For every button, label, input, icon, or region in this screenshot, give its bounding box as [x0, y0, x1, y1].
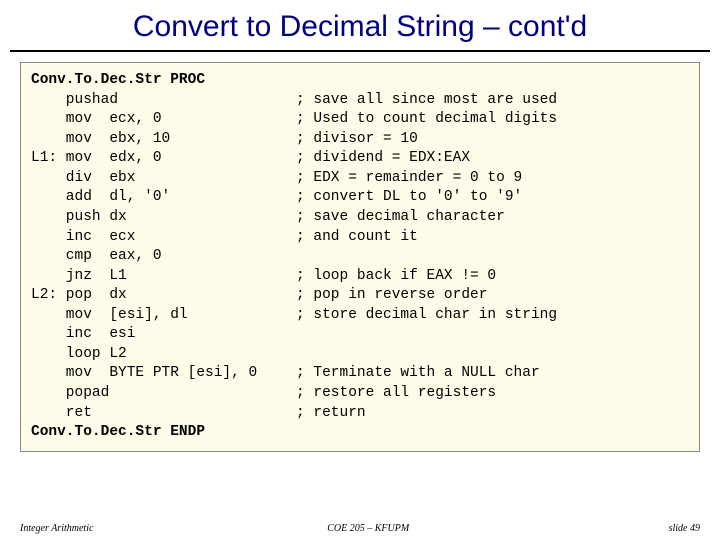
code-line: mov BYTE PTR [esi], 0; Terminate with a … — [31, 364, 689, 384]
code-line: cmp eax, 0 — [31, 247, 689, 267]
code-instruction: popad — [31, 384, 296, 404]
code-line: mov [esi], dl; store decimal char in str… — [31, 306, 689, 326]
code-comment: ; Terminate with a NULL char — [296, 364, 689, 384]
code-line: Conv.To.Dec.Str PROC — [31, 71, 689, 91]
code-line: Conv.To.Dec.Str ENDP — [31, 423, 689, 443]
code-comment: ; convert DL to '0' to '9' — [296, 188, 689, 208]
code-instruction: push dx — [31, 208, 296, 228]
code-line: pushad; save all since most are used — [31, 91, 689, 111]
code-instruction: Conv.To.Dec.Str PROC — [31, 71, 296, 91]
code-instruction: jnz L1 — [31, 267, 296, 287]
code-instruction: Conv.To.Dec.Str ENDP — [31, 423, 296, 443]
code-line: L2: pop dx; pop in reverse order — [31, 286, 689, 306]
code-comment: ; EDX = remainder = 0 to 9 — [296, 169, 689, 189]
footer-right: slide 49 — [669, 523, 700, 534]
code-instruction: mov ebx, 10 — [31, 130, 296, 150]
code-comment: ; save all since most are used — [296, 91, 689, 111]
code-comment — [296, 345, 689, 365]
code-instruction: L1: mov edx, 0 — [31, 149, 296, 169]
code-comment: ; Used to count decimal digits — [296, 110, 689, 130]
code-instruction: inc esi — [31, 325, 296, 345]
code-line: ret; return — [31, 404, 689, 424]
code-line: loop L2 — [31, 345, 689, 365]
code-instruction: inc ecx — [31, 228, 296, 248]
code-line: inc esi — [31, 325, 689, 345]
code-instruction: L2: pop dx — [31, 286, 296, 306]
code-comment: ; return — [296, 404, 689, 424]
code-line: inc ecx; and count it — [31, 228, 689, 248]
code-comment — [296, 247, 689, 267]
code-instruction: add dl, '0' — [31, 188, 296, 208]
code-line: popad; restore all registers — [31, 384, 689, 404]
code-line: div ebx; EDX = remainder = 0 to 9 — [31, 169, 689, 189]
code-comment — [296, 423, 689, 443]
code-instruction: cmp eax, 0 — [31, 247, 296, 267]
code-instruction: mov BYTE PTR [esi], 0 — [31, 364, 296, 384]
code-comment: ; and count it — [296, 228, 689, 248]
code-comment: ; store decimal char in string — [296, 306, 689, 326]
code-line: mov ebx, 10; divisor = 10 — [31, 130, 689, 150]
code-comment — [296, 325, 689, 345]
code-instruction: loop L2 — [31, 345, 296, 365]
code-comment: ; dividend = EDX:EAX — [296, 149, 689, 169]
code-line: jnz L1; loop back if EAX != 0 — [31, 267, 689, 287]
code-comment: ; pop in reverse order — [296, 286, 689, 306]
code-line: mov ecx, 0; Used to count decimal digits — [31, 110, 689, 130]
code-comment: ; save decimal character — [296, 208, 689, 228]
code-instruction: mov ecx, 0 — [31, 110, 296, 130]
code-instruction: ret — [31, 404, 296, 424]
code-comment — [296, 71, 689, 91]
code-block: Conv.To.Dec.Str PROC pushad; save all si… — [20, 62, 700, 452]
code-instruction: mov [esi], dl — [31, 306, 296, 326]
code-instruction: div ebx — [31, 169, 296, 189]
code-line: L1: mov edx, 0; dividend = EDX:EAX — [31, 149, 689, 169]
code-comment: ; loop back if EAX != 0 — [296, 267, 689, 287]
code-comment: ; divisor = 10 — [296, 130, 689, 150]
code-line: add dl, '0'; convert DL to '0' to '9' — [31, 188, 689, 208]
slide-title: Convert to Decimal String – cont'd — [10, 0, 710, 52]
footer-center: COE 205 – KFUPM — [327, 523, 409, 534]
code-line: push dx; save decimal character — [31, 208, 689, 228]
code-instruction: pushad — [31, 91, 296, 111]
code-comment: ; restore all registers — [296, 384, 689, 404]
footer-left: Integer Arithmetic — [20, 523, 93, 534]
footer: Integer Arithmetic COE 205 – KFUPM slide… — [0, 523, 720, 534]
